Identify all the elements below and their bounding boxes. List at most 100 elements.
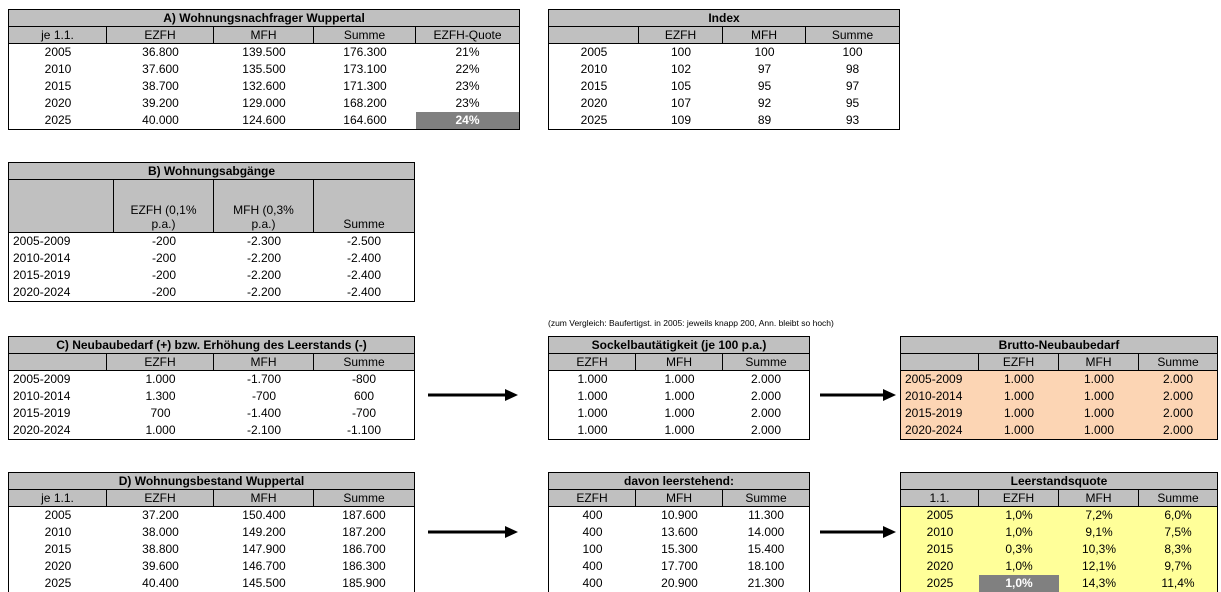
cell: 171.300 [343, 79, 387, 93]
header-cell: Summe [314, 27, 416, 44]
cell: 2020 [580, 96, 608, 110]
cell: 2.000 [1162, 372, 1194, 386]
cell: 13.600 [661, 525, 698, 539]
cell: 400 [582, 559, 603, 573]
cell: 164.600 [343, 113, 387, 127]
header-cell: EZFH-Quote [416, 27, 519, 44]
cell: 2025 [926, 576, 954, 590]
table: C) Neubaubedarf (+) bzw. Erhöhung des Le… [8, 336, 415, 440]
cell: 1.000 [1003, 372, 1035, 386]
cell: 2020-2024 [905, 423, 963, 437]
cell: 149.200 [242, 525, 286, 539]
data-area [901, 371, 1217, 439]
cell: -2.200 [246, 268, 282, 282]
cell: 107 [670, 96, 692, 110]
header-cell: Summe [314, 490, 414, 507]
cell: -200 [151, 285, 177, 299]
cell: 95 [845, 96, 860, 110]
cell: 1.000 [577, 423, 608, 437]
table: A) Wohnungsnachfrager Wuppertal je 1.1. EZ… [8, 9, 520, 130]
cell: 1,0% [1005, 559, 1033, 573]
cell: -1.700 [246, 372, 282, 386]
header-cell: MFH [1059, 354, 1139, 371]
cell: 14.000 [747, 525, 785, 539]
cell: 2020-2024 [13, 423, 71, 437]
arrow-head [505, 526, 518, 538]
cell: 135.500 [242, 62, 286, 76]
cell: 1.000 [1083, 406, 1115, 420]
cell: 185.900 [342, 576, 386, 590]
header-cell: 1.1. [901, 490, 979, 507]
table-title: Sockelbautätigkeit (je 100 p.a.) [549, 337, 809, 354]
cell: 1,0% [1005, 508, 1033, 522]
header-cell: MFH [214, 490, 314, 507]
cell: 22% [455, 62, 480, 76]
cell: 132.600 [242, 79, 286, 93]
cell: 12,1% [1081, 559, 1117, 573]
cell: 187.600 [342, 508, 386, 522]
cell: 39.600 [142, 559, 179, 573]
cell: 15.400 [747, 542, 785, 556]
cell: 100 [670, 45, 692, 59]
cell: 2020-2024 [13, 285, 71, 299]
cell: 2.000 [750, 423, 782, 437]
header-cell: EZFH [979, 490, 1059, 507]
cell: 11.300 [748, 508, 784, 522]
cell: 2010 [44, 525, 72, 539]
header-cell: EZFH [549, 354, 636, 371]
cell: 17.700 [661, 559, 698, 573]
cell: 2.000 [750, 372, 782, 386]
cell: 1.300 [145, 389, 176, 403]
cell: 2005 [580, 45, 608, 59]
table-title: A) Wohnungsnachfrager Wuppertal [9, 10, 519, 27]
cell: 102 [670, 62, 692, 76]
cell: 129.000 [242, 96, 286, 110]
cell: 400 [582, 508, 603, 522]
cell: 21.300 [747, 576, 785, 590]
cell: 2025 [580, 113, 608, 127]
cell: 6,0% [1164, 508, 1192, 522]
table-title: Brutto-Neubaubedarf [901, 337, 1217, 354]
cell: 18.100 [747, 559, 785, 573]
cell: 187.200 [342, 525, 386, 539]
cell: 23% [455, 79, 480, 93]
cell: 1,0% [979, 575, 1059, 592]
cell: 2005 [44, 508, 72, 522]
cell: 168.200 [343, 96, 387, 110]
cell: 145.500 [242, 576, 286, 590]
cell: 1.000 [577, 372, 608, 386]
cell: 37.600 [142, 62, 179, 76]
cell: 1.000 [1083, 423, 1115, 437]
header-cell: MFH [214, 354, 314, 371]
cell: 2010-2014 [13, 251, 71, 265]
cell: 176.300 [343, 45, 387, 59]
header-cell: Summe [1139, 354, 1217, 371]
cell: -2.400 [346, 285, 382, 299]
cell: 700 [150, 406, 171, 420]
cell: 1.000 [1083, 389, 1115, 403]
cell: 600 [353, 389, 375, 403]
cell: 147.900 [242, 542, 286, 556]
cell: 40.000 [142, 113, 179, 127]
cell: 39.200 [142, 96, 179, 110]
cell: 2005-2009 [13, 234, 71, 248]
cell: 1.000 [664, 423, 695, 437]
header-cell: MFH (0,3% p.a.) [214, 180, 314, 233]
table: Brutto-Neubaubedarf EZFH MFH Summe 2005-2009… [900, 336, 1218, 440]
cell: 7,2% [1085, 508, 1113, 522]
cell: 2025 [44, 113, 72, 127]
table: Index EZFH MFH Summe 2005 100 100 100 2010 102 97 9… [548, 9, 900, 130]
header-cell: MFH [214, 27, 314, 44]
cell: 21% [455, 45, 480, 59]
cell: 1.000 [664, 372, 695, 386]
arrow-head [505, 389, 518, 401]
cell: 11,4% [1161, 576, 1195, 590]
table: Leerstandsquote 1.1. EZFH MFH Summe 2005 1,0% 7… [900, 472, 1218, 592]
cell: -2.500 [346, 234, 382, 248]
cell: 173.100 [343, 62, 387, 76]
cell: 98 [845, 62, 860, 76]
cell: 97 [757, 62, 772, 76]
header-cell: MFH [723, 27, 806, 44]
